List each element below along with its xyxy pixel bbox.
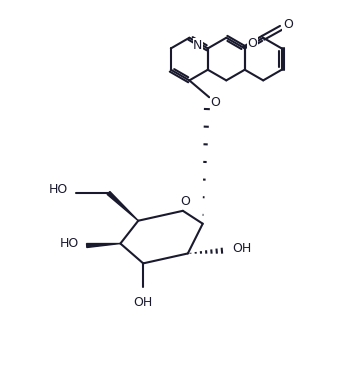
Polygon shape: [87, 244, 120, 247]
Text: HO: HO: [60, 237, 79, 250]
Text: O: O: [283, 18, 293, 31]
Text: O: O: [248, 37, 257, 50]
Text: O: O: [210, 96, 220, 109]
Text: OH: OH: [233, 242, 252, 255]
Text: OH: OH: [133, 296, 153, 309]
Text: HO: HO: [49, 183, 68, 197]
Text: N: N: [193, 39, 203, 52]
Polygon shape: [107, 191, 138, 221]
Text: O: O: [180, 196, 190, 208]
